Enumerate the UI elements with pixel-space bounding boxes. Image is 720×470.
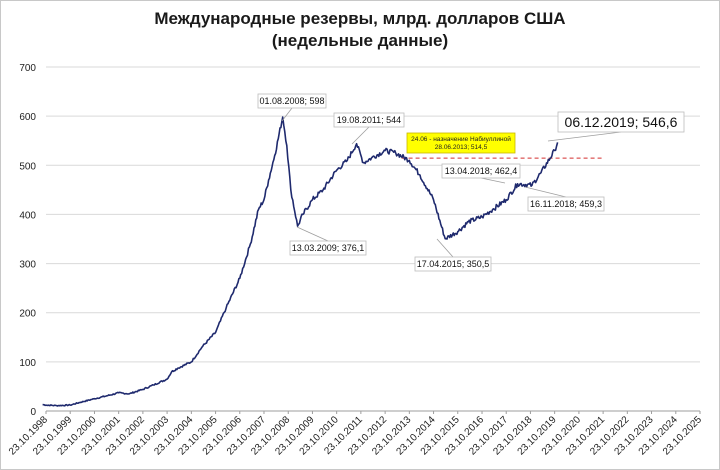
annotation-leader [351, 126, 370, 145]
series-line [42, 116, 559, 407]
annotation-label: 17.04.2015; 350,5 [417, 259, 490, 269]
annotation-label: 01.08.2008; 598 [259, 96, 324, 106]
y-tick-label: 100 [19, 358, 36, 369]
annotation-label: 19.08.2011; 544 [337, 115, 401, 125]
y-tick-label: 600 [19, 112, 36, 123]
y-tick-label: 500 [19, 161, 36, 172]
annotation-box [406, 132, 516, 154]
annotation-leader [296, 226, 329, 242]
y-tick-label: 700 [19, 63, 36, 74]
annotation-leader [281, 107, 293, 122]
chart-title-line2: (недельные данные) [271, 31, 449, 50]
chart-title-line1: Международные резервы, млрд. долларов СШ… [154, 9, 566, 28]
annotation-box [557, 111, 685, 133]
y-tick-label: 0 [30, 407, 36, 418]
annotation-box [441, 163, 521, 179]
annotation-leader [480, 177, 506, 184]
annotation-leader [524, 186, 567, 198]
annotation-box [414, 256, 492, 272]
y-tick-label: 300 [19, 260, 36, 271]
annotation-box [333, 112, 405, 128]
annotation-label: 16.11.2018; 459,3 [530, 199, 602, 209]
annotation-label: 06.12.2019; 546,6 [565, 114, 678, 130]
annotation-box [289, 240, 367, 256]
annotation-label: 24.06 - назначение Набиуллиной [411, 135, 511, 143]
annotation-label: 13.03.2009; 376,1 [292, 243, 365, 253]
annotation-box [257, 93, 327, 109]
y-tick-label: 200 [19, 309, 36, 320]
annotation-label: 28.06.2013; 514,5 [435, 144, 488, 151]
annotation-leader [436, 238, 454, 258]
annotation-leader [547, 131, 622, 142]
y-tick-label: 400 [19, 210, 36, 221]
annotation-label: 13.04.2018; 462,4 [445, 166, 518, 176]
annotation-box [527, 196, 605, 212]
chart-title: Международные резервы, млрд. долларов СШ… [0, 8, 720, 52]
